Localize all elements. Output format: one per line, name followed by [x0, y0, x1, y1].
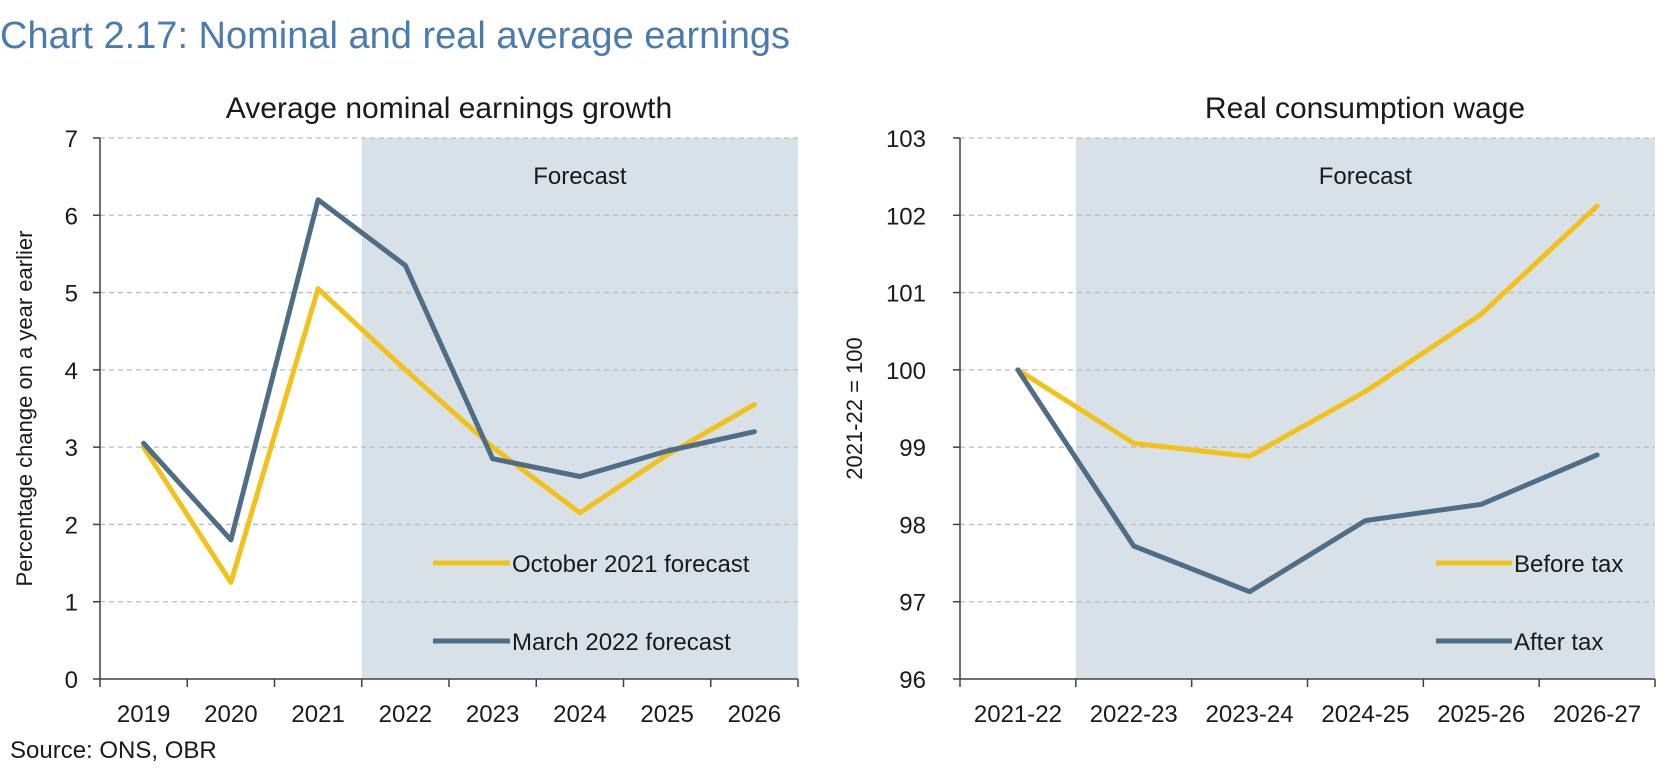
y-tick-label: 6	[65, 203, 78, 230]
x-tick-label: 2021-22	[974, 701, 1062, 728]
x-tick-label: 2025	[640, 701, 693, 728]
chart-title: Real consumption wage	[1205, 92, 1525, 125]
y-tick-label: 0	[65, 667, 78, 694]
forecast-label: Forecast	[1319, 163, 1413, 190]
figure-title: Chart 2.17: Nominal and real average ear…	[0, 15, 790, 57]
series-line-yellow	[1015, 203, 1600, 459]
x-tick-label: 2023	[466, 701, 519, 728]
forecast-region	[1075, 138, 1655, 679]
chart-earnings-growth: 0 1 2 3 4 5 6 7 2019 2020 2021 2022 2023 2024 2025 2026…	[12, 92, 799, 728]
x-tick-label: 2025-26	[1437, 701, 1525, 728]
forecast-label: Forecast	[533, 163, 627, 190]
y-tick-label: 98	[899, 512, 926, 539]
forecast-region	[361, 138, 798, 679]
x-tick-label: 2024-25	[1321, 701, 1409, 728]
x-tick-label: 2023-24	[1206, 701, 1294, 728]
source-note: Source: ONS, OBR	[10, 737, 217, 764]
legend-label: After tax	[1514, 629, 1603, 656]
legend-label: October 2021 forecast	[512, 551, 750, 578]
x-tick-label: 2026-27	[1553, 701, 1641, 728]
y-tick-label: 3	[65, 435, 78, 462]
chart-title: Average nominal earnings growth	[226, 92, 672, 125]
y-tick-label: 4	[65, 358, 78, 385]
x-tick-label: 2026	[728, 701, 781, 728]
y-tick-label: 7	[65, 126, 78, 153]
x-tick-label: 2021	[291, 701, 344, 728]
x-tick-label: 2022-23	[1090, 701, 1178, 728]
y-tick-label: 1	[65, 590, 78, 617]
legend-label: Before tax	[1514, 551, 1623, 578]
x-tick-label: 2022	[379, 701, 432, 728]
series-line-blue	[1015, 367, 1600, 595]
y-tick-label: 101	[886, 281, 926, 308]
y-tick-label: 102	[886, 203, 926, 230]
y-tick-label: 2	[65, 512, 78, 539]
series-line-yellow	[141, 286, 757, 585]
y-tick-label: 5	[65, 281, 78, 308]
y-tick-label: 96	[899, 667, 926, 694]
y-tick-label: 97	[899, 590, 926, 617]
series-line-blue	[141, 197, 757, 543]
x-tick-label: 2019	[117, 701, 170, 728]
x-tick-label: 2024	[553, 701, 606, 728]
y-tick-label: 103	[886, 126, 926, 153]
y-tick-label: 99	[899, 435, 926, 462]
y-tick-label: 100	[886, 358, 926, 385]
y-axis-label: Percentage change on a year earlier	[12, 231, 37, 587]
x-tick-label: 2020	[204, 701, 257, 728]
legend-label: March 2022 forecast	[512, 629, 731, 656]
y-axis-label: 2021-22 = 100	[842, 337, 867, 480]
chart-real-consumption-wage: 96 97 98 99 100 101 102 103 2021-22 2022-23 2023-2…	[842, 92, 1656, 728]
